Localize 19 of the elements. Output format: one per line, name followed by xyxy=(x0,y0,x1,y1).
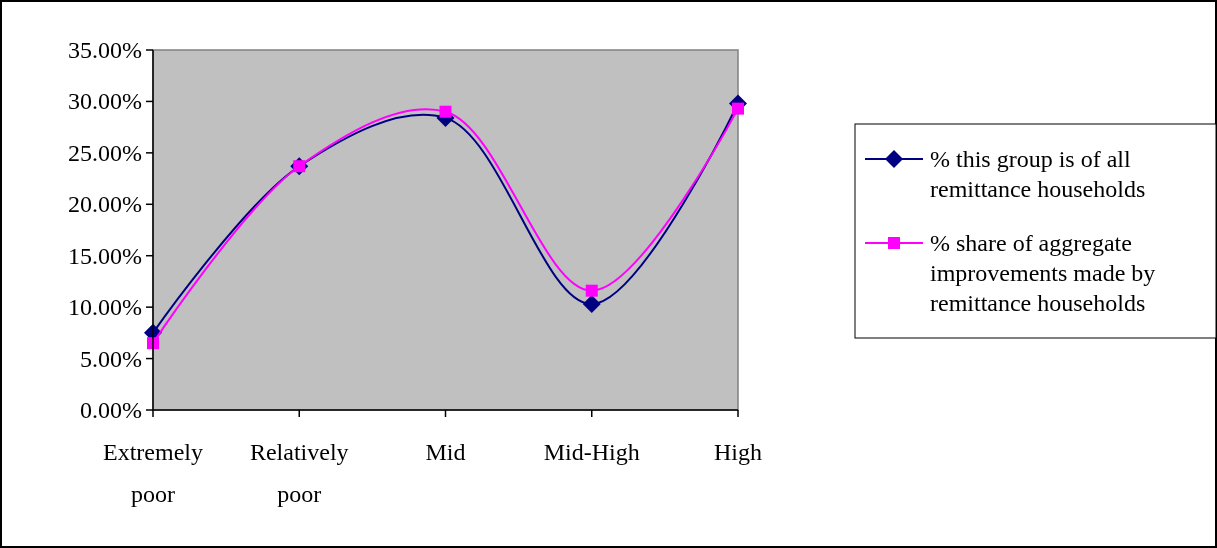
y-tick-label: 20.00% xyxy=(68,191,142,218)
point xyxy=(732,102,744,115)
legend-label: % this group is of all remittance households xyxy=(930,146,1146,202)
x-tick-label: Extremely poor xyxy=(103,439,203,507)
y-tick-label: 15.00% xyxy=(68,242,142,269)
y-tick-label: 30.00% xyxy=(68,88,142,115)
legend-label: % share of aggregate improvements made by remittance households xyxy=(930,230,1156,316)
x-tick-label: Mid xyxy=(425,439,466,465)
y-tick-label: 5.00% xyxy=(80,345,142,372)
y-tick-label: 10.00% xyxy=(68,294,142,321)
point xyxy=(439,105,452,118)
y-tick-label: 0.00% xyxy=(80,397,142,423)
y-tick-label: 35.00% xyxy=(68,37,142,63)
point xyxy=(582,295,601,314)
x-tick-label: Relatively poor xyxy=(249,439,349,507)
x-tick-label: High xyxy=(714,439,762,465)
point xyxy=(585,284,598,297)
y-tick-label: 25.00% xyxy=(68,139,142,166)
x-tick-label: Mid-High xyxy=(543,439,640,465)
